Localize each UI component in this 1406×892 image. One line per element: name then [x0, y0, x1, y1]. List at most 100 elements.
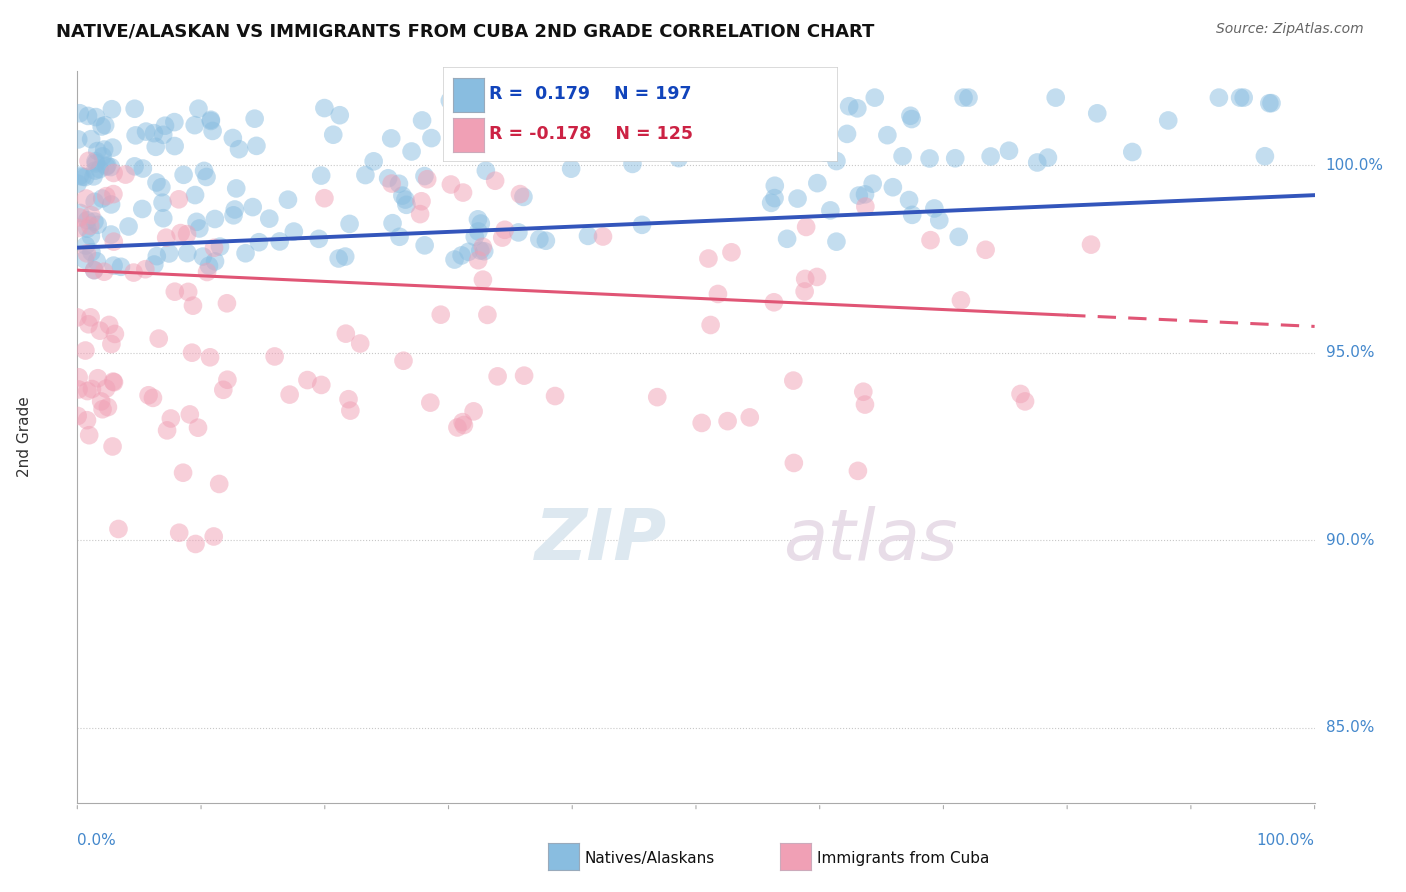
Point: [87, 371, 110, 385]
Point: [204, 254, 226, 268]
Point: [134, 262, 156, 277]
Point: [1036, 151, 1059, 165]
Point: [75, 192, 97, 206]
Point: [80, 208, 103, 222]
Point: [776, 232, 799, 246]
Point: [76, 246, 98, 260]
Point: [419, 395, 441, 409]
Point: [179, 408, 201, 422]
Point: [155, 230, 177, 244]
Point: [103, 235, 125, 249]
Point: [486, 369, 509, 384]
Point: [75, 238, 97, 252]
Point: [388, 177, 411, 191]
Point: [152, 211, 174, 226]
Point: [957, 90, 980, 104]
Point: [176, 246, 198, 260]
Point: [83, 214, 105, 228]
Point: [72, 169, 94, 184]
Point: [1014, 394, 1036, 409]
Point: [69, 211, 91, 225]
Point: [467, 253, 489, 268]
Point: [96, 160, 118, 174]
Point: [103, 166, 125, 180]
Point: [96, 189, 118, 203]
Point: [93, 265, 115, 279]
Point: [278, 387, 301, 401]
Point: [901, 208, 924, 222]
Point: [354, 168, 377, 182]
Point: [195, 169, 218, 184]
Point: [91, 402, 114, 417]
Point: [86, 144, 108, 158]
Point: [243, 112, 266, 126]
Point: [75, 343, 97, 358]
Point: [328, 252, 350, 266]
Point: [392, 353, 415, 368]
Point: [531, 90, 554, 104]
Point: [217, 373, 239, 387]
Point: [401, 145, 423, 159]
Point: [876, 128, 898, 143]
Point: [309, 169, 332, 183]
Text: 0.0%: 0.0%: [77, 833, 117, 848]
Point: [90, 394, 112, 409]
Point: [195, 265, 218, 279]
Point: [122, 266, 145, 280]
Point: [337, 392, 360, 407]
Point: [69, 106, 91, 120]
Point: [440, 178, 463, 192]
Point: [690, 416, 713, 430]
Point: [1026, 155, 1049, 169]
Point: [242, 200, 264, 214]
Point: [263, 350, 285, 364]
Point: [124, 159, 146, 173]
Point: [335, 326, 357, 341]
Point: [198, 351, 221, 365]
Point: [73, 252, 96, 267]
Point: [853, 187, 876, 202]
Point: [235, 246, 257, 260]
Point: [381, 216, 404, 230]
Point: [191, 250, 214, 264]
Point: [918, 152, 941, 166]
Point: [891, 149, 914, 163]
Point: [486, 111, 509, 125]
Point: [806, 176, 828, 190]
Point: [76, 384, 98, 398]
Point: [100, 227, 122, 242]
Point: [862, 177, 884, 191]
Point: [131, 202, 153, 216]
Point: [314, 101, 336, 115]
Point: [308, 232, 330, 246]
Point: [84, 110, 107, 124]
Point: [117, 219, 139, 234]
Text: 2nd Grade: 2nd Grade: [17, 397, 32, 477]
Point: [80, 382, 103, 396]
Point: [484, 174, 506, 188]
Point: [103, 187, 125, 202]
Point: [314, 191, 336, 205]
Point: [509, 187, 531, 202]
Point: [184, 537, 207, 551]
Point: [898, 193, 921, 207]
Point: [84, 163, 107, 178]
Point: [198, 259, 221, 273]
Point: [464, 230, 486, 244]
Point: [529, 232, 551, 246]
Point: [339, 403, 361, 417]
Point: [536, 103, 558, 117]
Point: [738, 410, 761, 425]
Point: [86, 218, 108, 232]
Point: [124, 128, 146, 143]
Point: [470, 244, 492, 258]
Text: NATIVE/ALASKAN VS IMMIGRANTS FROM CUBA 2ND GRADE CORRELATION CHART: NATIVE/ALASKAN VS IMMIGRANTS FROM CUBA 2…: [56, 22, 875, 40]
Text: 100.0%: 100.0%: [1257, 833, 1315, 848]
Point: [848, 188, 870, 202]
Point: [494, 223, 516, 237]
Point: [763, 191, 786, 205]
Point: [83, 194, 105, 209]
Point: [1208, 90, 1230, 104]
Point: [491, 230, 513, 244]
Point: [439, 94, 461, 108]
